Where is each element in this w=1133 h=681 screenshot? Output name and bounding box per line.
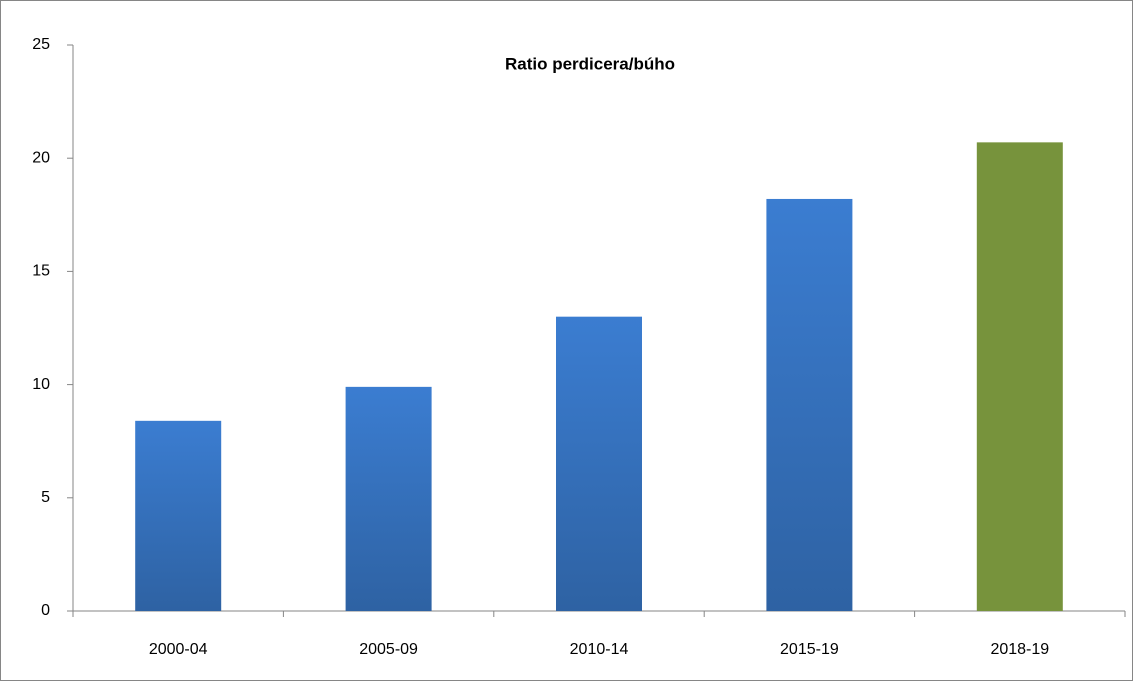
- y-tick-label: 20: [32, 149, 50, 166]
- x-tick-label: 2010-14: [570, 641, 629, 658]
- chart-title: Ratio perdicera/búho: [505, 54, 675, 73]
- bar: [135, 420, 222, 611]
- y-tick-label: 0: [41, 602, 50, 619]
- x-tick-label: 2015-19: [780, 641, 839, 658]
- y-tick-label: 5: [41, 489, 50, 506]
- bar: [766, 198, 853, 611]
- bar: [976, 142, 1063, 612]
- y-tick-label: 25: [32, 36, 50, 53]
- y-tick-label: 10: [32, 376, 50, 393]
- x-tick-label: 2005-09: [359, 641, 418, 658]
- y-tick-label: 15: [32, 263, 50, 280]
- x-tick-label: 2000-04: [149, 641, 208, 658]
- bar: [345, 386, 432, 611]
- x-tick-label: 2018-19: [990, 641, 1049, 658]
- bar: [556, 316, 642, 611]
